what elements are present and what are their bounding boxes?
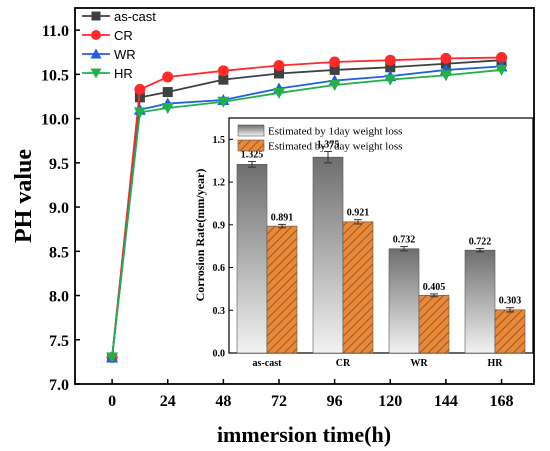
x-tick-label: 72 (271, 393, 287, 410)
data-point (329, 56, 341, 68)
data-point (90, 68, 102, 79)
main-ticks: 7.0 7.5 8.0 8.5 9.0 9.5 10.0 10.5 11.0 0 24 48 72 96 1… (41, 23, 514, 410)
data-point (218, 74, 229, 85)
data-point (495, 64, 508, 76)
data-point (90, 48, 102, 59)
data-point (162, 87, 173, 98)
y-tick-label: 7.5 (49, 333, 69, 350)
data-point (133, 107, 146, 119)
inset-y-tick-label: 0.9 (213, 220, 226, 231)
x-tick-label: 144 (434, 393, 458, 410)
x-tick-label: 24 (160, 393, 176, 410)
y-tick-label: 11.0 (42, 23, 69, 40)
bar (418, 295, 450, 354)
data-label: 1.325 (241, 149, 264, 160)
data-point (134, 83, 146, 95)
legend-label: WR (114, 47, 136, 62)
y-tick-label: 8.0 (49, 289, 69, 306)
bar (342, 221, 374, 354)
data-point (162, 71, 174, 83)
x-tick-label: 168 (490, 393, 514, 410)
bar (388, 248, 420, 354)
data-point (329, 64, 340, 75)
data-point (384, 74, 397, 86)
data-point (91, 30, 101, 40)
inset-x-tick-label: CR (336, 358, 351, 369)
inset-x-tick-label: HR (488, 358, 504, 369)
main-plot-frame (74, 7, 535, 385)
data-point (273, 87, 285, 99)
inset-y-tick-label: 0.0 (213, 349, 226, 360)
data-point (385, 62, 396, 73)
inset-legend-entry: Estimated by 1day weight loss (237, 124, 402, 138)
main-y-axis-title: PH value (11, 149, 37, 243)
inset-legend: Estimated by 1day weight loss Estimated b… (237, 124, 402, 153)
data-point (273, 60, 285, 72)
data-point (217, 65, 229, 77)
y-tick-label: 9.5 (49, 156, 69, 173)
data-point (161, 102, 174, 114)
data-point (328, 79, 341, 91)
series-hr (106, 64, 508, 364)
inset-x-tick-label: as-cast (253, 358, 283, 369)
inset-legend-label: Estimated by 7day weight loss (268, 141, 402, 153)
inset-y-tick-label: 0.3 (213, 306, 226, 317)
data-point (439, 70, 452, 82)
x-tick-label: 48 (215, 393, 231, 410)
main-legend: as-cast CR WR HR (82, 9, 156, 81)
data-label: 0.732 (393, 235, 416, 246)
data-point (274, 68, 284, 79)
bar (464, 249, 496, 354)
x-tick-label: 0 (108, 393, 116, 410)
data-point (91, 11, 101, 21)
inset-y-axis-title: Corrosion Rate(mm/year) (193, 169, 207, 302)
inset-legend-swatch (237, 139, 265, 152)
x-tick-label: 96 (327, 393, 343, 410)
legend-label: CR (114, 28, 133, 43)
bar (494, 309, 526, 354)
data-label: 0.891 (271, 212, 294, 223)
inset-y-tick-label: 1.2 (213, 178, 226, 189)
data-point (496, 52, 508, 64)
x-tick-label: 120 (378, 393, 402, 410)
y-tick-label: 10.0 (41, 112, 69, 129)
inset-legend-entry: Estimated by 7day weight loss (237, 139, 402, 153)
legend-entry-as-cast: as-cast (82, 9, 156, 24)
main-x-axis-title: immersion time(h) (217, 422, 391, 447)
inset-bars: 1.325 0.891 1.375 0.921 0.732 0.405 0.722 0.303 (236, 139, 526, 354)
bar (312, 156, 344, 354)
inset-y-tick-label: 1.5 (213, 135, 226, 146)
data-point (217, 96, 230, 108)
legend-label: HR (114, 66, 133, 81)
y-tick-label: 8.5 (49, 244, 69, 261)
legend-label: as-cast (114, 9, 156, 24)
legend-entry-cr: CR (82, 28, 133, 43)
bar (236, 163, 268, 354)
legend-entry-hr: HR (82, 66, 133, 81)
main-series (106, 52, 508, 364)
inset-legend-label: Estimated by 1day weight loss (268, 126, 402, 138)
y-tick-label: 10.5 (41, 67, 69, 84)
y-tick-label: 9.0 (49, 200, 69, 217)
data-label: 0.303 (499, 296, 522, 307)
data-label: 0.722 (469, 236, 492, 247)
inset-y-tick-label: 0.6 (213, 263, 226, 274)
inset-legend-swatch (237, 124, 265, 137)
inset-ticks: 0.0 0.3 0.6 0.9 1.2 1.5 as-cast CR WR HR (213, 135, 504, 369)
inset-x-tick-label: WR (410, 358, 428, 369)
data-label: 0.921 (347, 208, 370, 219)
data-point (384, 54, 396, 66)
legend-entry-wr: WR (82, 47, 136, 62)
data-label: 0.405 (423, 282, 446, 293)
y-tick-label: 7.0 (49, 377, 69, 394)
data-point (440, 52, 452, 64)
bar (266, 225, 298, 354)
data-label: 1.375 (317, 139, 340, 150)
data-point (106, 352, 119, 364)
